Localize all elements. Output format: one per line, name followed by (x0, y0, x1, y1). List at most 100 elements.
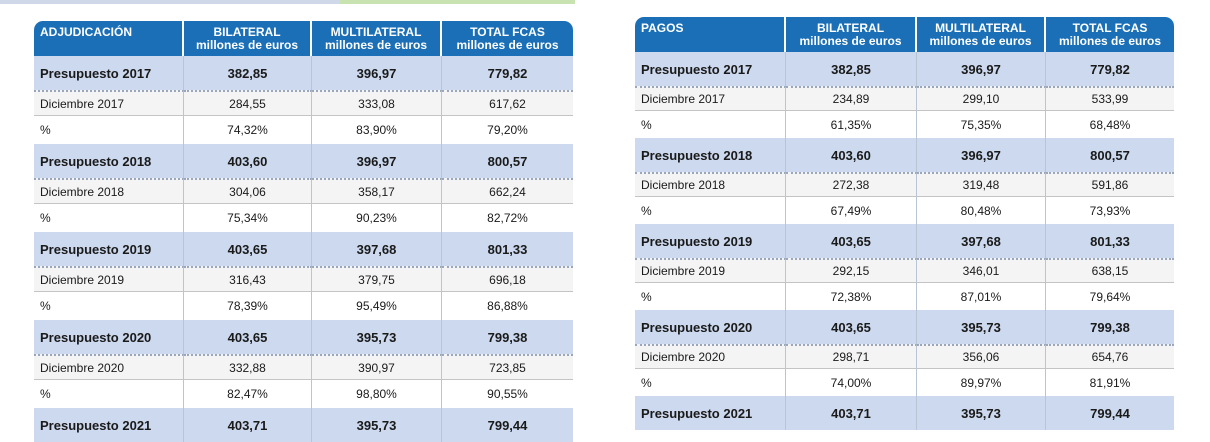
bilateral-value: 292,15 (786, 258, 917, 282)
total-fcas-value: 86,88% (442, 291, 573, 320)
budget-row: Presupuesto 2019 403,65 397,68 801,33 (635, 224, 1174, 258)
total-fcas-value: 800,57 (442, 144, 573, 178)
total-fcas-value: 779,82 (1046, 52, 1174, 86)
total-fcas-value: 79,20% (442, 115, 573, 144)
bilateral-value: 74,00% (786, 368, 917, 396)
december-row: Diciembre 2017 234,89 299,10 533,99 (635, 86, 1174, 110)
multilateral-value: 390,97 (312, 354, 442, 379)
multilateral-value: 397,68 (312, 232, 442, 266)
multilateral-value: 299,10 (917, 86, 1046, 110)
total-fcas-value: 90,55% (442, 379, 573, 408)
bilateral-value: 382,85 (184, 56, 312, 90)
row-label: Diciembre 2017 (34, 90, 184, 115)
bilateral-value: 78,39% (184, 291, 312, 320)
budget-row: Presupuesto 2018 403,60 396,97 800,57 (34, 144, 573, 178)
percent-row: % 74,32% 83,90% 79,20% (34, 115, 573, 144)
multilateral-value: 396,97 (312, 144, 442, 178)
percent-row: % 75,34% 90,23% 82,72% (34, 203, 573, 232)
multilateral-value: 395,73 (312, 320, 442, 354)
bilateral-value: 403,65 (184, 320, 312, 354)
total-fcas-value: 68,48% (1046, 110, 1174, 138)
total-fcas-value: 662,24 (442, 178, 573, 203)
percent-row: % 78,39% 95,49% 86,88% (34, 291, 573, 320)
budget-row: Presupuesto 2020 403,65 395,73 799,38 (34, 320, 573, 354)
december-row: Diciembre 2020 332,88 390,97 723,85 (34, 354, 573, 379)
bilateral-value: 403,71 (786, 396, 917, 430)
pagos-table: PAGOS BILATERAL millones de euros MULTILA… (635, 17, 1174, 430)
multilateral-value: 89,97% (917, 368, 1046, 396)
row-label: Diciembre 2017 (635, 86, 786, 110)
budget-row: Presupuesto 2020 403,65 395,73 799,38 (635, 310, 1174, 344)
total-fcas-value: 82,72% (442, 203, 573, 232)
percent-row: % 61,35% 75,35% 68,48% (635, 110, 1174, 138)
row-label: % (34, 203, 184, 232)
top-cropped-caption-strip (0, 0, 1210, 4)
row-label: Presupuesto 2020 (635, 310, 786, 344)
bilateral-value: 272,38 (786, 172, 917, 196)
row-label: % (635, 282, 786, 310)
multilateral-value: 75,35% (917, 110, 1046, 138)
budget-row: Presupuesto 2017 382,85 396,97 779,82 (34, 56, 573, 90)
total-fcas-value: 779,82 (442, 56, 573, 90)
total-fcas-value: 801,33 (1046, 224, 1174, 258)
row-label: Presupuesto 2017 (34, 56, 184, 90)
multilateral-value: 395,73 (312, 408, 442, 442)
total-fcas-value: 696,18 (442, 266, 573, 291)
total-fcas-value: 81,91% (1046, 368, 1174, 396)
multilateral-value: 346,01 (917, 258, 1046, 282)
total-fcas-value: 800,57 (1046, 138, 1174, 172)
total-fcas-value: 591,86 (1046, 172, 1174, 196)
bilateral-value: 403,65 (786, 224, 917, 258)
row-label: Presupuesto 2017 (635, 52, 786, 86)
percent-row: % 74,00% 89,97% 81,91% (635, 368, 1174, 396)
row-label: Diciembre 2020 (34, 354, 184, 379)
total-fcas-value: 799,38 (1046, 310, 1174, 344)
bilateral-value: 82,47% (184, 379, 312, 408)
multilateral-value: 80,48% (917, 196, 1046, 224)
total-fcas-value: 799,44 (1046, 396, 1174, 430)
row-label: % (34, 379, 184, 408)
adjudicacion-header-row: ADJUDICACIÓN BILATERAL millones de euros … (34, 21, 573, 56)
bilateral-value: 403,65 (786, 310, 917, 344)
multilateral-value: 98,80% (312, 379, 442, 408)
row-label: Diciembre 2019 (34, 266, 184, 291)
multilateral-value: 333,08 (312, 90, 442, 115)
multilateral-header: MULTILATERAL millones de euros (312, 21, 442, 56)
adjudicacion-table-body: Presupuesto 2017 382,85 396,97 779,82 Diciem… (34, 56, 573, 442)
row-label: Presupuesto 2019 (34, 232, 184, 266)
row-label: % (635, 368, 786, 396)
budget-row: Presupuesto 2019 403,65 397,68 801,33 (34, 232, 573, 266)
multilateral-value: 396,97 (312, 56, 442, 90)
bilateral-value: 304,06 (184, 178, 312, 203)
budget-row: Presupuesto 2021 403,71 395,73 799,44 (34, 408, 573, 442)
row-label: Diciembre 2018 (34, 178, 184, 203)
december-row: Diciembre 2018 272,38 319,48 591,86 (635, 172, 1174, 196)
december-row: Diciembre 2017 284,55 333,08 617,62 (34, 90, 573, 115)
row-label: Presupuesto 2021 (34, 408, 184, 442)
row-label: Diciembre 2020 (635, 344, 786, 368)
total-fcas-value: 638,15 (1046, 258, 1174, 282)
row-label: Presupuesto 2018 (635, 138, 786, 172)
multilateral-value: 379,75 (312, 266, 442, 291)
multilateral-value: 396,97 (917, 52, 1046, 86)
total-fcas-value: 801,33 (442, 232, 573, 266)
bilateral-value: 67,49% (786, 196, 917, 224)
row-label: Presupuesto 2019 (635, 224, 786, 258)
percent-row: % 72,38% 87,01% 79,64% (635, 282, 1174, 310)
total-fcas-value: 79,64% (1046, 282, 1174, 310)
bilateral-value: 284,55 (184, 90, 312, 115)
adjudicacion-table: ADJUDICACIÓN BILATERAL millones de euros … (34, 21, 573, 442)
bilateral-value: 75,34% (184, 203, 312, 232)
bilateral-value: 403,60 (786, 138, 917, 172)
multilateral-value: 95,49% (312, 291, 442, 320)
row-label: % (635, 196, 786, 224)
multilateral-value: 90,23% (312, 203, 442, 232)
row-label: % (34, 115, 184, 144)
multilateral-header: MULTILATERAL millones de euros (917, 17, 1046, 52)
bilateral-header: BILATERAL millones de euros (184, 21, 312, 56)
budget-row: Presupuesto 2017 382,85 396,97 779,82 (635, 52, 1174, 86)
total-fcas-value: 654,76 (1046, 344, 1174, 368)
total-fcas-value: 799,38 (442, 320, 573, 354)
december-row: Diciembre 2019 292,15 346,01 638,15 (635, 258, 1174, 282)
bilateral-value: 403,71 (184, 408, 312, 442)
